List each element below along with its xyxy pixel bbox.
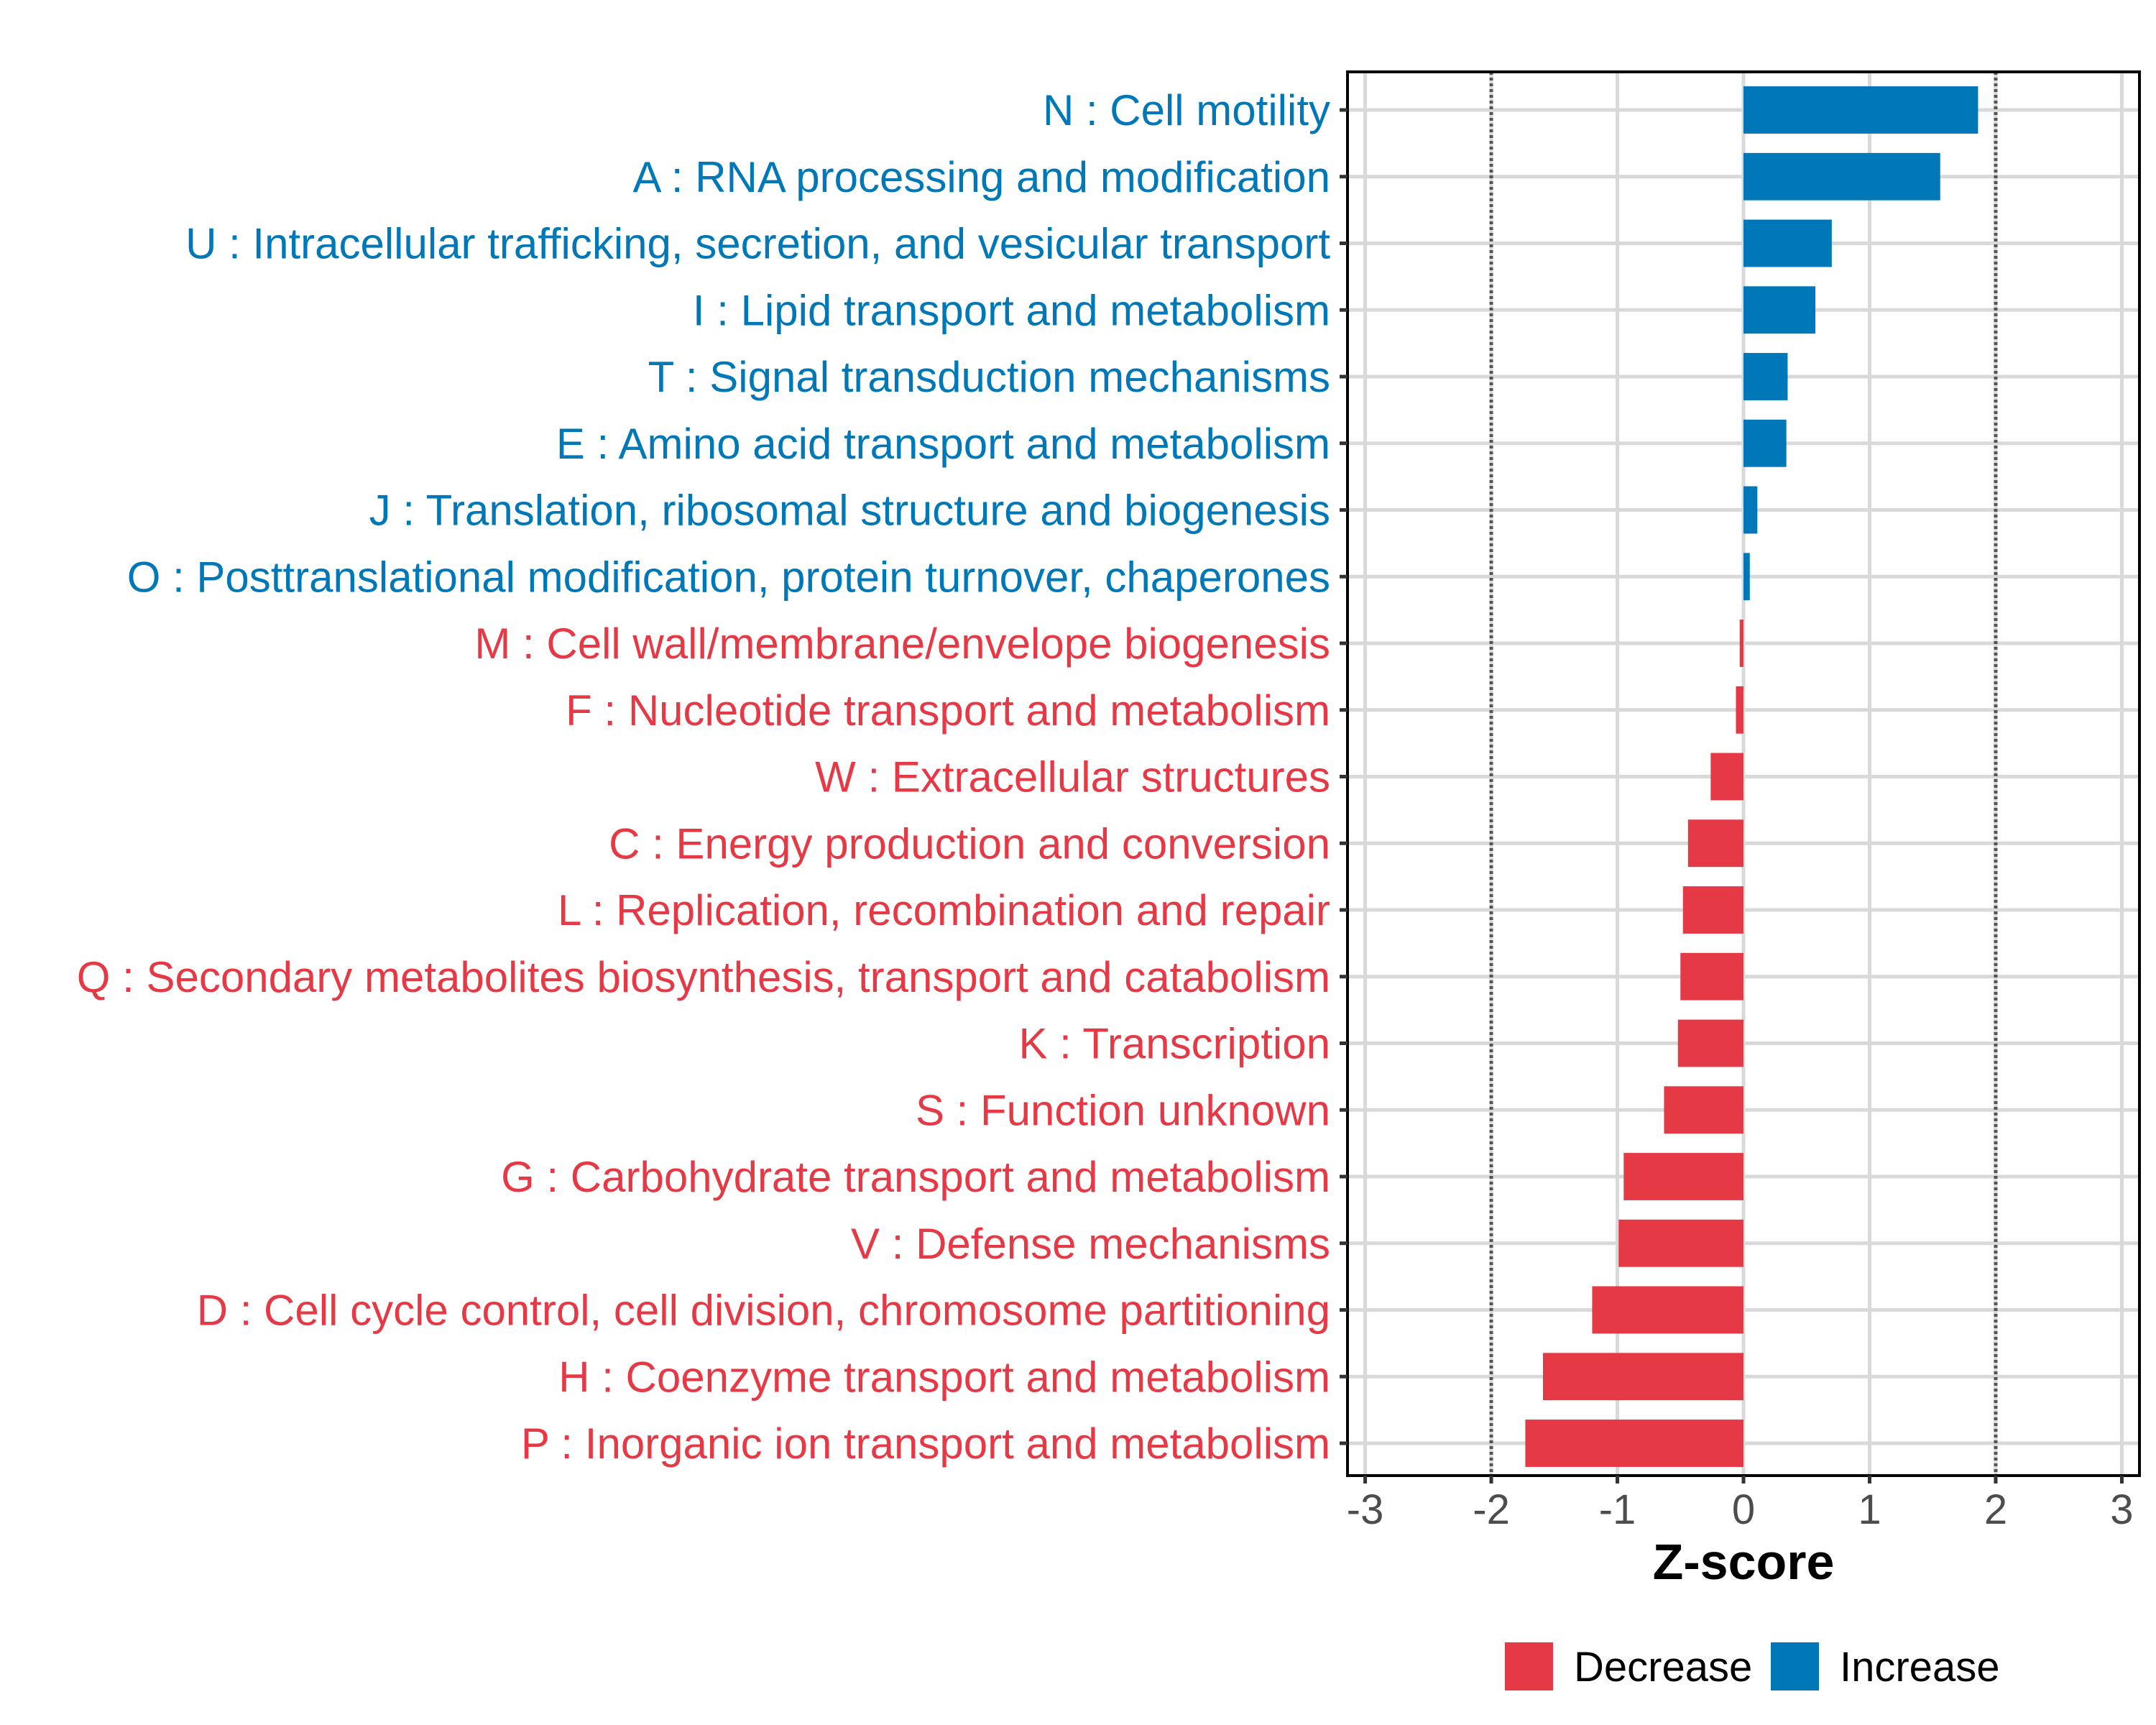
- category-label: O : Posttranslational modification, prot…: [127, 553, 1330, 601]
- bar-u: [1743, 219, 1832, 267]
- x-tick-label: -1: [1599, 1486, 1636, 1533]
- category-label: C : Energy production and conversion: [609, 819, 1330, 868]
- category-label: W : Extracellular structures: [815, 753, 1330, 801]
- reference-lines: [1489, 72, 1998, 1476]
- category-label: G : Carbohydrate transport and metabolis…: [501, 1153, 1330, 1201]
- category-label: U : Intracellular trafficking, secretion…: [185, 220, 1330, 268]
- x-tick-label: -2: [1473, 1486, 1510, 1533]
- bar-s: [1664, 1086, 1743, 1134]
- category-label: V : Defense mechanisms: [851, 1220, 1330, 1268]
- bar-e: [1743, 419, 1787, 467]
- x-tick-label: 2: [1984, 1486, 2007, 1533]
- bar-v: [1618, 1219, 1743, 1267]
- legend-label-increase: Increase: [1840, 1644, 1999, 1690]
- x-tick-label: -3: [1347, 1486, 1384, 1533]
- category-label: E : Amino acid transport and metabolism: [556, 420, 1330, 468]
- x-axis-title: Z-score: [1653, 1534, 1835, 1590]
- x-tick-label: 1: [1858, 1486, 1881, 1533]
- bar-f: [1736, 686, 1743, 734]
- category-label: L : Replication, recombination and repai…: [558, 886, 1330, 934]
- legend-key-decrease: [1505, 1642, 1553, 1690]
- category-label: J : Translation, ribosomal structure and…: [369, 487, 1330, 535]
- category-label: P : Inorganic ion transport and metaboli…: [521, 1420, 1330, 1468]
- bar-i: [1743, 286, 1816, 334]
- category-label: D : Cell cycle control, cell division, c…: [197, 1287, 1330, 1335]
- bar-t: [1743, 353, 1788, 400]
- bar-w: [1710, 753, 1743, 801]
- bar-h: [1542, 1353, 1743, 1401]
- category-label: S : Function unknown: [916, 1086, 1330, 1134]
- bar-k: [1677, 1019, 1743, 1067]
- bar-q: [1680, 952, 1743, 1000]
- legend-key-increase: [1771, 1642, 1819, 1690]
- legend: Decrease Increase: [1505, 1642, 1999, 1690]
- x-tick-label: 0: [1732, 1486, 1755, 1533]
- category-label: M : Cell wall/membrane/envelope biogenes…: [474, 620, 1330, 668]
- bar-o: [1743, 553, 1750, 601]
- category-label: I : Lipid transport and metabolism: [693, 286, 1330, 334]
- legend-label-decrease: Decrease: [1574, 1644, 1752, 1690]
- bar-m: [1739, 620, 1743, 667]
- category-label: T : Signal transduction mechanisms: [648, 353, 1330, 401]
- bar-g: [1623, 1153, 1743, 1200]
- bar-j: [1743, 486, 1758, 534]
- x-tick-label: 3: [2110, 1486, 2133, 1533]
- bar-l: [1682, 886, 1743, 934]
- bar-n: [1743, 86, 1978, 134]
- bar-p: [1525, 1420, 1743, 1467]
- category-label: F : Nucleotide transport and metabolism: [566, 686, 1330, 735]
- bar-d: [1592, 1286, 1743, 1334]
- y-axis-ticks: N : Cell motility A : RNA processing and …: [77, 86, 1348, 1468]
- bar-a: [1743, 152, 1940, 201]
- bars: [1525, 86, 1978, 1467]
- category-label: N : Cell motility: [1043, 86, 1330, 134]
- category-label: Q : Secondary metabolites biosynthesis, …: [77, 953, 1330, 1001]
- category-label: K : Transcription: [1018, 1020, 1330, 1068]
- category-label: H : Coenzyme transport and metabolism: [558, 1353, 1330, 1401]
- x-axis-ticks: -3 -2 -1 0 1 2 3: [1347, 1476, 2134, 1533]
- category-label: A : RNA processing and modification: [632, 153, 1330, 201]
- bar-c: [1687, 819, 1743, 868]
